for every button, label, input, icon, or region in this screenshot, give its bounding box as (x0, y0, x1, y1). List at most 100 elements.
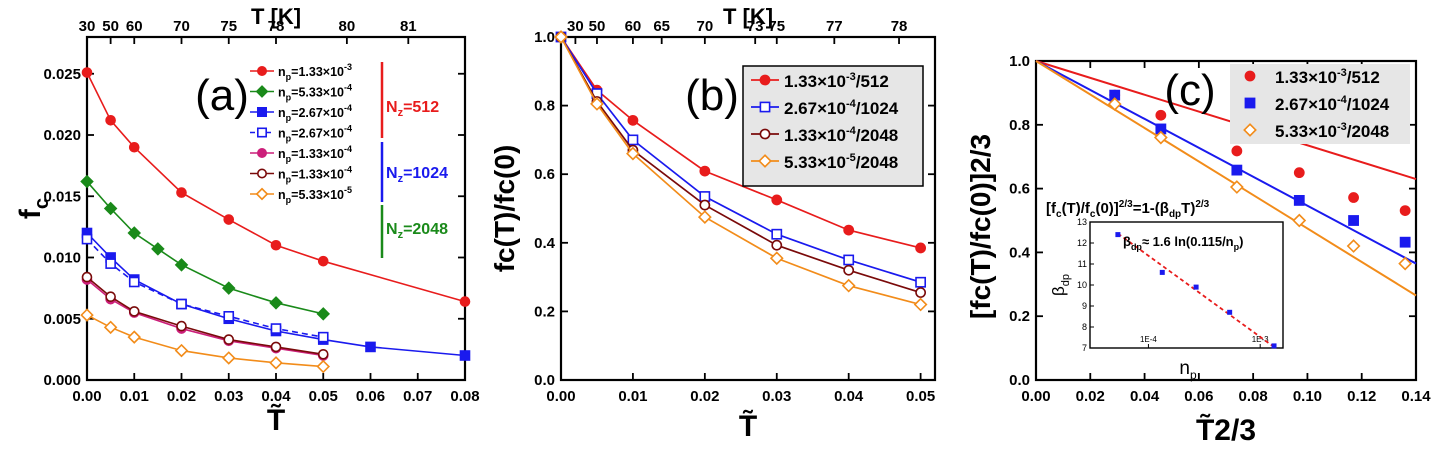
data-point-s1 (221, 281, 236, 295)
series-line-6 (86, 314, 324, 368)
x-tick-label: 0.03 (762, 388, 791, 405)
y-tick-label: 1.0 (534, 29, 555, 46)
legend-val: 1.33×10 (1275, 68, 1337, 87)
legend-main: n (278, 168, 286, 182)
inset-y-tick-label: 7 (1082, 343, 1087, 353)
top-tick-label: 75 (220, 18, 237, 35)
legend-rest: /512 (1347, 68, 1380, 87)
series-line-2 (86, 232, 466, 357)
x-tick-label: 0.14 (1401, 388, 1431, 405)
group-main: N (386, 221, 398, 238)
inset-x-main: n (1179, 358, 1190, 379)
top-tick-label: 78 (268, 18, 285, 35)
top-tick-label: 65 (653, 18, 670, 35)
inset-fit-c: ≈ 1.6 ln(0.115/n (1142, 234, 1234, 249)
legend-rest: /512 (856, 72, 889, 91)
legend-entry: np=2.67×10-4 (278, 103, 352, 123)
legend-marker (255, 187, 269, 201)
legend-val: =2.67×10 (291, 127, 344, 141)
legend-marker (1244, 70, 1256, 82)
x-tick-label: 0.04 (1130, 388, 1160, 405)
legend-marker (256, 168, 267, 179)
y-tick-label: 0.0 (534, 372, 555, 389)
data-point-s2 (1346, 239, 1361, 253)
data-point-s5 (81, 271, 93, 283)
x-axis-label: T̃ (267, 403, 285, 437)
data-point-s1 (915, 276, 927, 288)
data-point-s0 (1231, 145, 1243, 157)
legend-entry: np=1.33×10-3 (278, 62, 352, 82)
series-line-0 (86, 72, 466, 303)
legend-val: 1.33×10 (784, 72, 846, 91)
top-tick-label: 70 (173, 18, 190, 35)
top-tick-label: 81 (400, 18, 417, 35)
data-point-s2 (459, 350, 471, 361)
top-tick-label: 80 (339, 18, 356, 35)
legend-entry: 2.67×10-4/1024 (784, 98, 899, 118)
inset-x-tick-label: 1E-3 (1252, 335, 1269, 344)
x-tick-label: 0.08 (450, 388, 479, 405)
inset-fit-label: βdp≈ 1.6 ln(0.115/np) (1123, 234, 1243, 252)
y-tick-label: 0.000 (43, 372, 81, 389)
data-point-s3 (176, 298, 187, 310)
y-tick-label: 0.4 (1009, 244, 1031, 261)
data-point-s2 (1398, 256, 1413, 271)
y-tick-label: 0.2 (534, 303, 555, 320)
fit-line-1 (1035, 60, 1417, 265)
data-point-s0 (81, 67, 93, 78)
series-line-4 (86, 278, 324, 357)
legend-rest: /1024 (856, 99, 899, 118)
inset-y-tick-label: 9 (1082, 301, 1087, 311)
x-tick-label: 0.04 (261, 388, 291, 405)
inset-x-label: np (1179, 358, 1197, 382)
inset-fit-d: p (1234, 242, 1240, 252)
x-tick-label: 0.02 (690, 388, 719, 405)
data-point-s2 (771, 239, 783, 251)
legend-entry: 1.33×10-3/512 (784, 71, 889, 91)
legend-box (742, 65, 924, 187)
legend-entry: np=5.33×10-5 (278, 185, 352, 205)
top-tick-label: 30 (79, 18, 96, 35)
data-point-s3 (223, 310, 235, 322)
top-axis-label: T [K] (251, 4, 301, 29)
data-point-s0 (843, 224, 855, 236)
group-label: Nz=2048 (386, 221, 448, 241)
data-point-s1 (771, 228, 783, 240)
y-tick-label: 0.010 (43, 250, 81, 267)
data-point-s0 (176, 187, 187, 198)
legend-rest: /2048 (856, 153, 899, 172)
top-tick-label: 70 (697, 18, 714, 35)
legend-exp: -4 (344, 165, 352, 175)
legend-val: 5.33×10 (1275, 122, 1337, 141)
legend-entry: 1.33×10-4/2048 (784, 125, 898, 145)
legend-sub: p (286, 134, 292, 144)
fit-line-2 (1035, 60, 1417, 297)
legend-val: 2.67×10 (784, 99, 846, 118)
top-tick-label: 73 (747, 18, 764, 35)
data-point-s0 (699, 165, 711, 177)
data-point-s1 (174, 258, 189, 272)
data-point-s2 (365, 341, 376, 353)
series-line-5 (86, 276, 324, 356)
legend-exp: -5 (344, 185, 352, 195)
inset-y-label: βdp (1049, 274, 1072, 296)
fit-equation: [fc(T)/fc(0)]2/3=1-(βdpT)2/3 (1046, 199, 1210, 220)
inset-y-tick-label: 13 (1077, 217, 1087, 227)
data-point-s2 (699, 199, 711, 211)
fit-line-0 (1035, 60, 1417, 180)
top-axis-label: T [K] (723, 4, 773, 29)
legend-main: n (278, 127, 286, 141)
data-point-s2 (843, 264, 855, 276)
top-tick-label: 77 (826, 18, 843, 35)
data-point-s5 (176, 320, 187, 332)
eq-b: c (1056, 209, 1062, 220)
x-tick-label: 0.03 (214, 388, 243, 405)
x-tick-label: 0.05 (309, 388, 338, 405)
data-point-s5 (317, 348, 329, 360)
legend-exp: -3 (846, 71, 856, 83)
top-tick-label: 50 (102, 18, 119, 35)
legend-entry: 2.67×10-4/1024 (1275, 94, 1390, 114)
legend-val: =5.33×10 (291, 86, 344, 100)
data-point-s0 (317, 255, 329, 267)
legend-val: 2.67×10 (1275, 95, 1337, 114)
